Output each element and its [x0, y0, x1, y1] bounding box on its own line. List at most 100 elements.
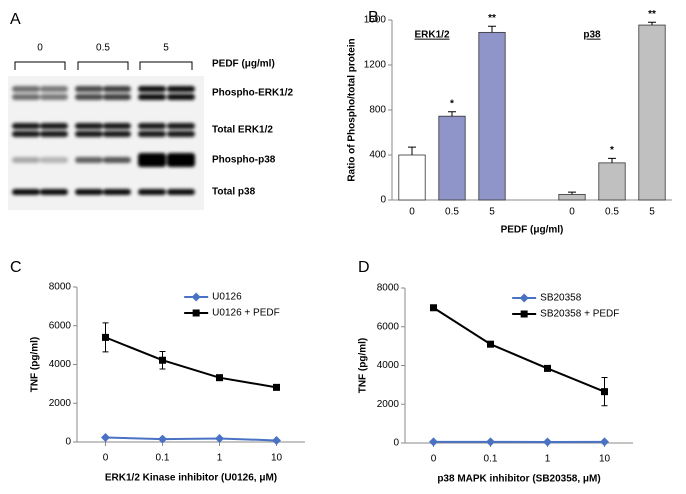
- blot-band: [167, 189, 195, 195]
- legend-marker: [192, 309, 200, 317]
- error-bar: [408, 146, 416, 155]
- x-tick-label: 10: [271, 453, 283, 464]
- blot-band: [75, 94, 103, 100]
- x-tick-label: 1: [545, 454, 551, 465]
- y-tick-label: 8000: [377, 283, 400, 294]
- y-tick-label: 800: [369, 105, 386, 116]
- bar: [638, 24, 666, 201]
- y-axis-label: TNF (pg/ml): [358, 338, 369, 394]
- blot-band: [167, 123, 195, 129]
- marker: [600, 437, 609, 447]
- blot-band: [40, 189, 68, 195]
- x-axis-label: ERK1/2 Kinase inhibitor (U0126, μM): [105, 473, 277, 484]
- blot-band: [40, 86, 68, 92]
- y-tick-label: 6000: [49, 320, 72, 331]
- error-bar: [608, 157, 616, 163]
- marker: [215, 434, 224, 444]
- lane-bracket: [77, 61, 129, 70]
- y-tick-label: 1600: [364, 15, 387, 26]
- legend-marker: [191, 292, 201, 302]
- blot-band: [103, 123, 131, 129]
- legend-marker: [519, 293, 529, 303]
- marker: [159, 356, 166, 364]
- blot-row-label: Total ERK1/2: [212, 125, 273, 136]
- marker: [486, 437, 495, 447]
- blot-band: [12, 86, 40, 92]
- x-tick-label: 0: [103, 453, 109, 464]
- lane-bracket: [139, 61, 193, 70]
- blot-band: [138, 86, 166, 92]
- legend-label: U0126: [212, 292, 242, 303]
- legend-label: SB20358: [540, 293, 582, 304]
- bar: [478, 31, 506, 201]
- marker: [543, 437, 552, 447]
- group-label: ERK1/2: [414, 30, 449, 41]
- blot-band: [12, 189, 40, 195]
- dose-axis-label: PEDF (μg/ml): [212, 59, 275, 70]
- x-tick-label: 5: [489, 207, 495, 218]
- panel-letter: B: [368, 9, 379, 26]
- y-axis-label: Ratio of Phospho/total protein: [347, 38, 358, 181]
- legend-marker: [520, 310, 528, 318]
- marker: [102, 333, 109, 341]
- error-bar: [648, 21, 656, 26]
- bar: [398, 154, 426, 201]
- bar: [438, 115, 466, 201]
- blot-band: [12, 94, 40, 100]
- x-tick-label: 10: [599, 454, 611, 465]
- x-tick-label: 0: [431, 454, 437, 465]
- x-tick-label: 0.1: [156, 453, 170, 464]
- blot-band: [167, 94, 195, 100]
- marker: [273, 383, 280, 391]
- x-tick-label: 0.5: [605, 207, 619, 218]
- y-axis-label: TNF (pg/ml): [30, 337, 41, 393]
- marker: [429, 437, 438, 447]
- blot-band: [138, 189, 166, 195]
- x-tick-label: 5: [649, 207, 655, 218]
- x-axis-label: p38 MAPK inhibitor (SB20358, μM): [437, 474, 600, 485]
- significance-label: *: [450, 98, 454, 109]
- blot-band: [103, 86, 131, 92]
- marker: [487, 340, 494, 348]
- y-tick-label: 2000: [49, 398, 72, 409]
- lane-bracket: [14, 61, 66, 70]
- blot-band: [167, 153, 195, 167]
- blot-band: [12, 131, 40, 137]
- blot-row-label: Total p38: [212, 187, 256, 198]
- blot-band: [103, 189, 131, 195]
- blot-band: [103, 94, 131, 100]
- blot-band: [12, 123, 40, 129]
- y-tick-label: 4000: [49, 359, 72, 370]
- x-tick-label: 0.5: [445, 207, 459, 218]
- marker: [601, 388, 608, 396]
- blot-band: [138, 131, 166, 137]
- legend-label: U0126 + PEDF: [212, 308, 280, 319]
- blot-band: [103, 157, 131, 163]
- marker: [430, 304, 437, 312]
- marker: [158, 434, 167, 444]
- x-tick-label: 1: [217, 453, 223, 464]
- y-tick-label: 2000: [377, 399, 400, 410]
- blot-band: [40, 123, 68, 129]
- series-line: [105, 436, 277, 442]
- panel-letter: D: [358, 259, 370, 276]
- y-tick-label: 6000: [377, 321, 400, 332]
- blot-band: [40, 94, 68, 100]
- dose-label: 0.5: [96, 43, 110, 54]
- significance-label: *: [610, 145, 614, 156]
- bar: [558, 193, 586, 201]
- blot-band: [138, 94, 166, 100]
- blot-band: [75, 123, 103, 129]
- marker: [272, 435, 281, 445]
- dose-label: 0: [37, 43, 43, 54]
- x-axis-label: PEDF (μg/ml): [501, 225, 564, 236]
- series-line: [105, 336, 277, 389]
- panel-letter: C: [10, 259, 22, 276]
- group-label: p38: [583, 30, 601, 41]
- bar: [598, 162, 626, 201]
- dose-label: 5: [163, 43, 169, 54]
- y-tick-label: 8000: [49, 282, 72, 293]
- significance-label: **: [648, 9, 656, 20]
- blot-band: [75, 157, 103, 163]
